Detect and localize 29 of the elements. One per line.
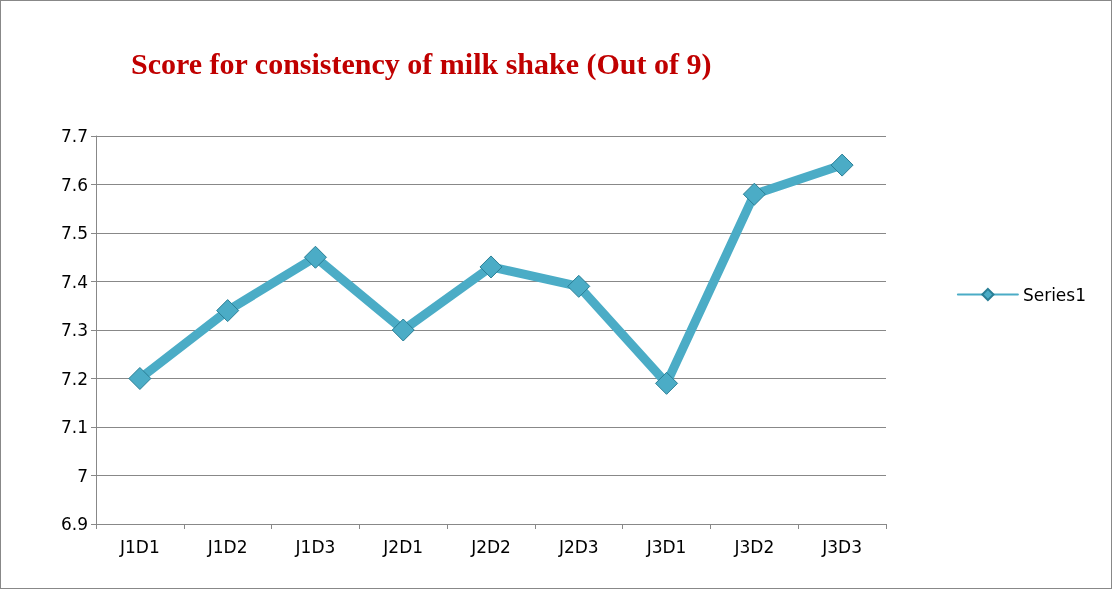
- y-tick-label: 7.7: [60, 126, 88, 146]
- point: [655, 371, 679, 395]
- y-tick-label: 7.6: [60, 174, 88, 195]
- point: [303, 245, 327, 269]
- point: [830, 153, 854, 177]
- point: [742, 182, 766, 206]
- x-tick-label: J1D2: [206, 536, 248, 557]
- point: [567, 274, 591, 298]
- x-tick-label: J3D2: [733, 536, 775, 557]
- x-tick-label: J3D3: [821, 536, 862, 557]
- y-tick-label: 6.9: [60, 514, 88, 534]
- x-tick-label: J1D3: [294, 536, 336, 557]
- y-tick-label: 7: [77, 465, 88, 486]
- legend-label: Series1: [1022, 284, 1087, 305]
- point: [391, 318, 415, 342]
- y-tick-label: 7.5: [60, 223, 88, 243]
- x-tick-label: J2D2: [470, 536, 511, 557]
- y-tick-label: 7.3: [60, 320, 88, 340]
- point: [479, 255, 503, 279]
- point: [216, 299, 240, 323]
- point: [128, 367, 152, 390]
- x-tick-label: J2D3: [557, 536, 599, 557]
- x-tick-label: J1D1: [119, 536, 160, 557]
- x-tick-label: J2D1: [382, 536, 424, 557]
- y-tick-label: 7.2: [60, 368, 88, 389]
- y-tick-label: 7.4: [60, 271, 88, 292]
- x-tick-label: J3D1: [645, 536, 687, 557]
- y-tick-label: 7.1: [60, 417, 88, 437]
- chart-title: Score for consistency of milk shake (Out of 9): [131, 46, 712, 81]
